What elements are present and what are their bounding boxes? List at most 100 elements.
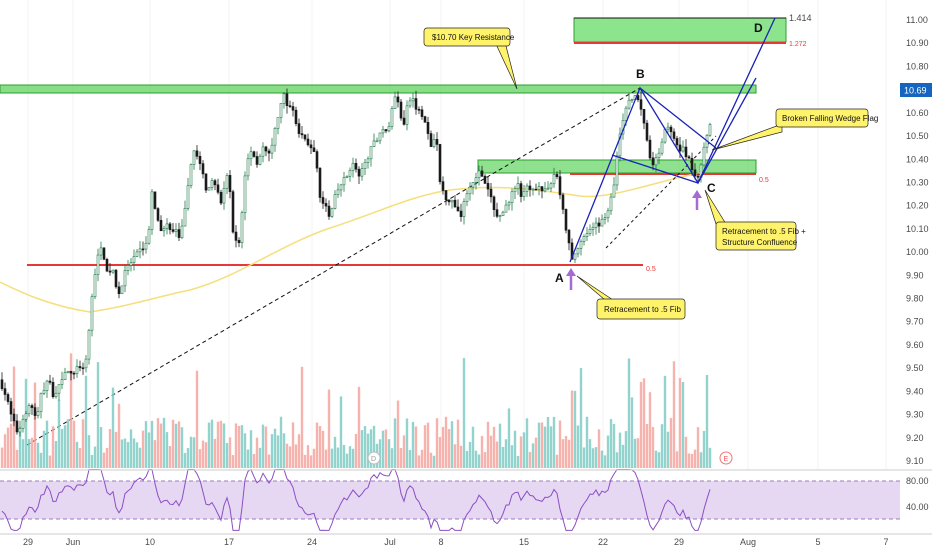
volume-bar <box>9 423 13 468</box>
candle-body <box>609 196 613 212</box>
candle-body <box>291 106 295 111</box>
candle-body <box>195 150 199 157</box>
volume-bar <box>663 375 667 468</box>
volume-bar <box>396 400 400 468</box>
volume-bar <box>132 438 136 468</box>
volume-bar <box>258 447 262 468</box>
candle-body <box>429 133 433 147</box>
candle-body <box>573 253 577 260</box>
volume-bar <box>87 435 91 468</box>
volume-bar <box>492 426 496 468</box>
candle-body <box>666 126 670 130</box>
volume-bar <box>216 421 220 468</box>
volume-bar <box>393 418 397 468</box>
volume-bar <box>105 447 109 468</box>
volume-bar <box>39 452 43 468</box>
candle-body <box>402 117 406 125</box>
candle-body <box>345 175 349 178</box>
volume-bar <box>363 426 367 468</box>
candle-body <box>183 208 187 227</box>
volume-bar <box>204 442 208 468</box>
time-axis[interactable]: 29 Jun 10 17 24 Jul 8 15 22 29 Aug 5 7 <box>23 537 889 547</box>
candle-body <box>288 105 292 107</box>
candle-body <box>33 407 37 416</box>
price-tick-label: 9.40 <box>906 386 924 396</box>
volume-bar <box>327 389 331 468</box>
volume-bar <box>3 434 7 468</box>
volume-bar <box>582 447 586 468</box>
candle-body <box>12 413 16 422</box>
candle-body <box>75 366 79 374</box>
volume-bar <box>153 440 157 468</box>
candle-body <box>372 140 376 147</box>
volume-bar <box>150 420 154 468</box>
earnings-marker-icon[interactable]: E <box>719 451 733 465</box>
candle-body <box>360 168 364 177</box>
volume-bar <box>366 433 370 468</box>
volume-bar <box>168 445 172 468</box>
time-tick-label: 22 <box>598 537 608 547</box>
candle-body <box>594 222 598 228</box>
candle-body <box>504 204 508 213</box>
volume-bar <box>81 419 85 468</box>
volume-bar <box>495 441 499 468</box>
candle-body <box>531 188 535 191</box>
volume-bar <box>594 447 598 468</box>
candle-body <box>219 192 223 204</box>
candle-body <box>267 150 271 154</box>
candle-body <box>444 190 448 201</box>
volume-bar <box>219 420 223 468</box>
volume-bar <box>324 449 328 468</box>
candle-body <box>678 144 682 152</box>
candle-body <box>285 93 289 106</box>
candle-body <box>207 187 211 191</box>
candle-body <box>249 151 253 160</box>
volume-bar <box>117 403 121 468</box>
svg-text:Retracement to .5 Fib: Retracement to .5 Fib <box>604 305 681 314</box>
fib-05-upper-label: 0.5 <box>759 177 769 184</box>
candle-body <box>453 199 457 208</box>
wedge-upper-line <box>639 87 717 149</box>
volume-bar <box>429 452 433 468</box>
volume-bar <box>54 441 58 468</box>
candle-body <box>9 401 13 415</box>
candle-body <box>519 183 523 197</box>
volume-bar <box>423 425 427 468</box>
volume-bar <box>558 420 562 468</box>
volume-bar <box>606 435 610 468</box>
dividend-marker-icon[interactable]: D <box>367 451 381 465</box>
volume-bar <box>36 442 40 468</box>
candle-body <box>585 233 589 237</box>
candle-body <box>213 180 217 186</box>
price-tick-label: 10.80 <box>906 61 929 71</box>
volume-bar <box>294 444 298 468</box>
svg-text:10.69: 10.69 <box>904 86 927 96</box>
candle-body <box>441 181 445 191</box>
volume-bar <box>549 426 553 468</box>
candle-body <box>144 242 148 250</box>
volume-bar <box>228 437 232 468</box>
volume-bar <box>348 446 352 468</box>
volume-bar <box>108 429 112 468</box>
candle-body <box>399 101 403 119</box>
volume-bar <box>600 450 604 468</box>
volume-bar <box>441 426 445 468</box>
candle-body <box>216 184 220 193</box>
volume-bar <box>420 449 424 468</box>
candle-body <box>225 175 229 189</box>
candle-body <box>201 163 205 175</box>
svg-text:E: E <box>724 456 729 463</box>
candle-body <box>228 175 232 192</box>
moving-average-line <box>0 172 701 313</box>
volume-bar <box>339 396 343 468</box>
time-tick-label: 24 <box>307 537 317 547</box>
volume-bar <box>234 423 238 468</box>
volume-bar <box>33 382 37 468</box>
volume-bar <box>645 424 649 468</box>
volume-bar <box>123 438 127 468</box>
volume-bar <box>696 427 700 468</box>
volume-bar <box>621 444 625 468</box>
volume-bar <box>402 435 406 468</box>
